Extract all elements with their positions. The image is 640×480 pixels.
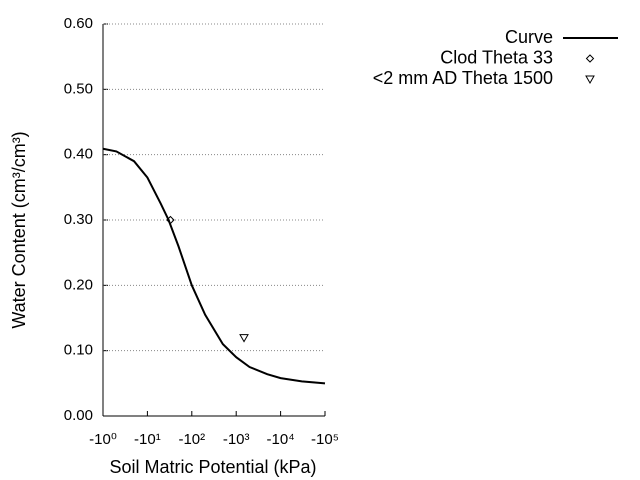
y-tick-label: 0.40 (64, 146, 93, 163)
marker (239, 334, 249, 343)
legend-label: <2 mm AD Theta 1500 (373, 68, 553, 88)
marker (585, 54, 595, 63)
x-tick-label: -10¹ (134, 431, 161, 448)
x-tick-label: -10⁰ (89, 431, 117, 448)
curve (102, 147, 326, 385)
marker (585, 75, 595, 85)
x-tick-label: -10³ (223, 431, 250, 448)
y-tick-label: 0.20 (64, 276, 93, 293)
x-tick-label: -10⁵ (311, 431, 339, 448)
y-tick-label: 0.30 (64, 211, 93, 228)
x-tick-label: -10² (178, 431, 205, 448)
x-axis-label: Soil Matric Potential (kPa) (109, 457, 316, 477)
legend-label: Curve (505, 27, 553, 47)
y-tick-label: 0.10 (64, 342, 93, 359)
y-tick-label: 0.00 (64, 407, 93, 424)
marker (166, 215, 175, 225)
x-tick-label: -10⁴ (267, 431, 295, 448)
y-tick-label: 0.60 (64, 15, 93, 32)
y-axis-label: Water Content (cm³/cm³) (9, 131, 29, 328)
y-tick-label: 0.50 (64, 80, 93, 97)
legend-label: Clod Theta 33 (440, 47, 553, 67)
